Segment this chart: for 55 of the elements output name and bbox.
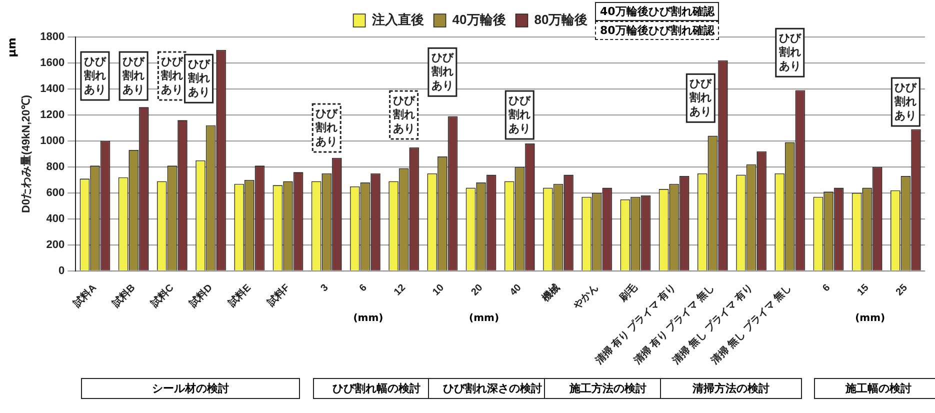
text: 施工方法の検討 [544,378,672,399]
y-tick-label: 200 [46,238,65,251]
x-tick-label: 試料D [186,282,215,310]
y-tick-label: 1200 [40,109,65,121]
text: シール材の検討 [80,378,300,399]
legend-label: 40万輪後 [452,12,506,28]
y-tick-label: 1000 [40,134,65,147]
text: (mm) [855,312,886,324]
legend-label: 80万輪後 [534,12,588,28]
text: 清掃方法の検討 [660,378,802,399]
y-tick-label: 400 [46,212,65,225]
x-tick-label: 20 [469,282,486,298]
y-tick-label: 1600 [40,57,65,70]
y-axis-title: D0たわみ量(49kN,20℃) [20,94,33,213]
x-tick-label: 6 [820,282,833,294]
y-tick-label: 600 [46,186,65,199]
annotation: ひび割れあり [314,106,339,148]
x-tick-label: 3 [318,282,331,294]
x-tick-label: 機械 [538,282,562,306]
annotation: ひび割れあり [160,54,184,96]
y-tick-label: 0 [58,264,65,277]
x-tick-label: やかん [571,282,601,312]
x-tick-label: 25 [894,282,910,298]
annotation: ひび割れあり [82,54,107,96]
annotation: ひび割れあり [430,50,454,92]
y-tick-label: 1800 [40,31,65,44]
x-tick-label: 12 [392,282,408,298]
annotation: ひび割れあり [778,31,802,72]
annotation: ひび割れあり [508,94,532,135]
text: 施工幅の検討 [814,378,935,399]
x-tick-label: 10 [430,282,447,298]
x-tick-label: 15 [856,282,872,298]
text: (mm) [469,312,500,324]
annotation: ひび割れあり [392,94,416,135]
text: ひび割れ幅の検討 [312,378,441,399]
legend-label: 注入直後 [370,12,424,28]
y-tick-label: 1400 [40,83,65,96]
x-tick-label: 試料A [70,282,100,310]
x-tick-label: 6 [358,282,370,294]
annotation: 80万輪後ひび割れ確認 [595,21,720,40]
text: μm [5,38,18,58]
x-tick-label: 刷毛 [616,281,640,306]
x-tick-label: 40 [508,282,524,298]
x-tick-label: 試料F [264,282,292,310]
x-tick-label: 試料E [225,282,254,310]
text: 40万輪後ひび割れ確認 [595,2,720,21]
annotation: ひび割れあり [186,57,211,98]
annotation: ひび割れあり [894,80,918,122]
y-tick-label: 800 [46,160,65,173]
x-tick-label: 試料B [109,282,138,310]
annotation: ひび割れあり [122,54,146,96]
x-tick-label: 試料C [148,282,176,310]
text: (mm) [353,312,384,324]
text: ひび割れ深さの検討 [428,378,556,399]
annotation: ひび割れあり [688,76,713,118]
